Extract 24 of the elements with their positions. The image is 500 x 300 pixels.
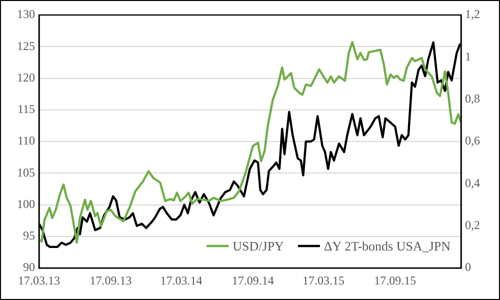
y-tick-label: 95: [23, 228, 35, 243]
x-tick-label: 17.09.13: [90, 273, 132, 288]
y2-tick-label: 1: [465, 49, 471, 64]
x-tick-label: 17.03.14: [160, 273, 202, 288]
legend-label: ΔY 2T-bonds USA_JPN: [324, 238, 452, 254]
y-tick-label: 130: [17, 7, 35, 22]
x-tick-label: 17.03.15: [302, 273, 344, 288]
y2-tick-label: 0,6: [465, 134, 480, 148]
x-tick-label: 17.09.14: [232, 273, 274, 288]
y2-tick-label: 0,8: [465, 91, 480, 106]
y2-tick-label: 0: [465, 260, 471, 274]
y2-tick-label: 0,4: [465, 176, 480, 190]
y2-tick-label: 1,2: [465, 7, 480, 22]
y-tick-label: 115: [17, 102, 35, 116]
legend-label: USD/JPY: [232, 238, 285, 254]
y-tick-label: 90: [23, 260, 35, 274]
y-tick-label: 105: [17, 165, 35, 180]
x-tick-label: 17.09.15: [374, 273, 416, 288]
y2-tick-label: 0,2: [465, 218, 480, 232]
y-tick-label: 125: [17, 38, 35, 53]
y-tick-label: 110: [17, 134, 35, 148]
y-tick-label: 100: [17, 196, 35, 211]
y-tick-label: 120: [17, 70, 35, 84]
x-tick-label: 17.03.13: [18, 273, 60, 288]
